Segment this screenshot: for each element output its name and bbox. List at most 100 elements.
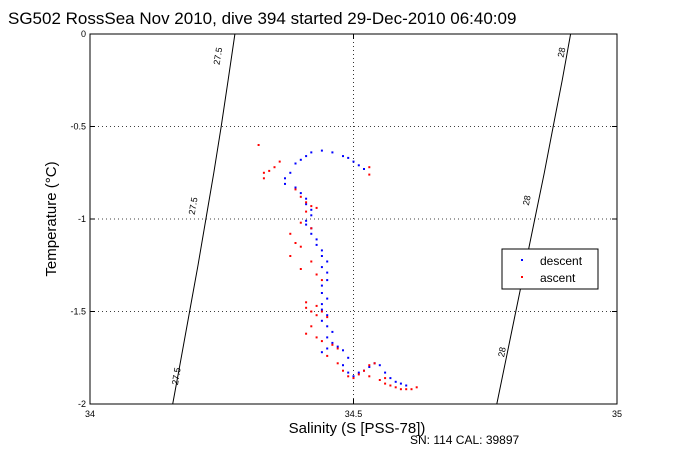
data-point-descent <box>305 219 308 222</box>
data-point-descent <box>310 208 313 211</box>
data-point-descent <box>352 375 355 378</box>
y-tick-label: -0.5 <box>70 122 86 132</box>
data-point-ascent <box>294 242 297 244</box>
data-point-descent <box>326 271 329 274</box>
data-point-descent <box>320 255 323 257</box>
data-point-ascent <box>320 279 323 282</box>
data-point-descent <box>342 364 344 367</box>
x-tick-label: 34 <box>85 409 95 419</box>
data-point-ascent <box>294 188 297 191</box>
data-point-descent <box>320 319 323 322</box>
data-point-ascent <box>305 201 308 204</box>
y-tick-label: -1.5 <box>70 307 86 317</box>
data-point-descent <box>310 232 313 235</box>
data-point-descent <box>399 382 402 385</box>
y-tick-label: -1 <box>78 214 86 224</box>
data-point-descent <box>320 351 323 354</box>
density-contour-label: 28 <box>521 194 533 206</box>
data-point-ascent <box>268 169 271 172</box>
data-point-ascent <box>336 347 339 350</box>
legend-box <box>501 248 599 290</box>
data-point-ascent <box>347 375 350 378</box>
data-point-ascent <box>315 304 318 307</box>
data-point-ascent <box>363 369 365 372</box>
data-point-descent <box>284 182 286 185</box>
data-point-ascent <box>394 386 397 389</box>
data-point-descent <box>305 155 308 158</box>
data-point-descent <box>305 197 308 200</box>
data-point-descent <box>342 349 344 352</box>
density-contour-label: 28 <box>496 346 508 358</box>
data-point-ascent <box>299 245 302 248</box>
data-point-descent <box>320 292 323 294</box>
data-point-ascent <box>289 255 292 257</box>
data-point-ascent <box>320 340 323 343</box>
data-point-descent <box>331 341 334 344</box>
legend-label-descent: descent <box>540 254 583 268</box>
data-point-ascent <box>305 332 308 335</box>
x-tick-label: 35 <box>612 409 622 419</box>
data-point-descent <box>310 151 313 154</box>
grid <box>89 33 618 405</box>
data-point-descent <box>326 347 329 350</box>
data-point-ascent <box>368 375 371 378</box>
data-point-ascent <box>384 377 387 380</box>
data-point-ascent <box>289 232 292 235</box>
data-point-ascent <box>310 325 313 328</box>
data-point-descent <box>326 297 329 300</box>
serial-calibration-note: SN: 114 CAL: 39897 <box>410 433 520 447</box>
data-point-descent <box>394 380 397 383</box>
data-point-ascent <box>368 364 371 367</box>
data-point-descent <box>315 243 318 246</box>
data-point-ascent <box>262 171 265 174</box>
data-point-descent <box>326 314 329 317</box>
data-point-ascent <box>310 260 313 263</box>
data-point-descent <box>305 203 308 206</box>
data-point-descent <box>320 266 323 269</box>
density-contour-line <box>496 33 572 405</box>
density-contours: 27.5 27.5 27.5 28 28 28 <box>170 33 572 405</box>
density-contour-label: 28 <box>556 46 568 58</box>
data-point-descent <box>368 366 371 368</box>
data-point-ascent <box>336 362 339 365</box>
data-point-descent <box>357 164 360 167</box>
data-point-descent <box>389 377 392 380</box>
data-point-descent <box>320 249 323 252</box>
data-point-ascent <box>326 316 329 319</box>
data-point-descent <box>326 325 329 328</box>
data-point-descent <box>342 155 344 158</box>
data-point-ascent <box>262 177 265 180</box>
data-point-ascent <box>299 268 302 270</box>
data-point-ascent <box>315 273 318 276</box>
data-point-descent <box>294 186 297 189</box>
legend-label-ascent: ascent <box>540 271 576 285</box>
data-point-descent <box>331 151 334 154</box>
chart-title: SG502 RossSea Nov 2010, dive 394 started… <box>8 9 516 28</box>
data-point-ascent <box>399 388 402 391</box>
data-point-ascent <box>299 195 302 198</box>
data-point-ascent <box>278 160 281 163</box>
data-point-ascent <box>389 384 392 387</box>
x-tick-label: 34.5 <box>345 409 363 419</box>
data-point-ascent <box>415 386 418 389</box>
legend: descent ascent <box>501 248 599 290</box>
data-point-descent <box>378 364 381 367</box>
data-point-ascent <box>310 227 313 230</box>
data-point-ascent <box>352 377 355 380</box>
data-point-ascent <box>342 369 344 372</box>
density-contour-line <box>172 33 236 405</box>
data-point-descent <box>315 238 318 241</box>
axis-ticks: 34 34.5 35 -2 -1.5 -1 -0.5 0 <box>70 29 622 419</box>
data-point-ascent <box>315 336 318 339</box>
data-point-ascent <box>384 382 387 385</box>
density-contour-label: 27.5 <box>187 196 200 215</box>
data-point-ascent <box>305 301 308 304</box>
data-point-ascent <box>331 343 334 346</box>
data-point-descent <box>347 156 350 159</box>
data-point-ascent <box>310 310 313 313</box>
data-point-descent <box>347 371 350 374</box>
data-point-ascent <box>315 206 318 209</box>
data-points <box>257 144 418 391</box>
data-point-descent <box>294 162 297 165</box>
